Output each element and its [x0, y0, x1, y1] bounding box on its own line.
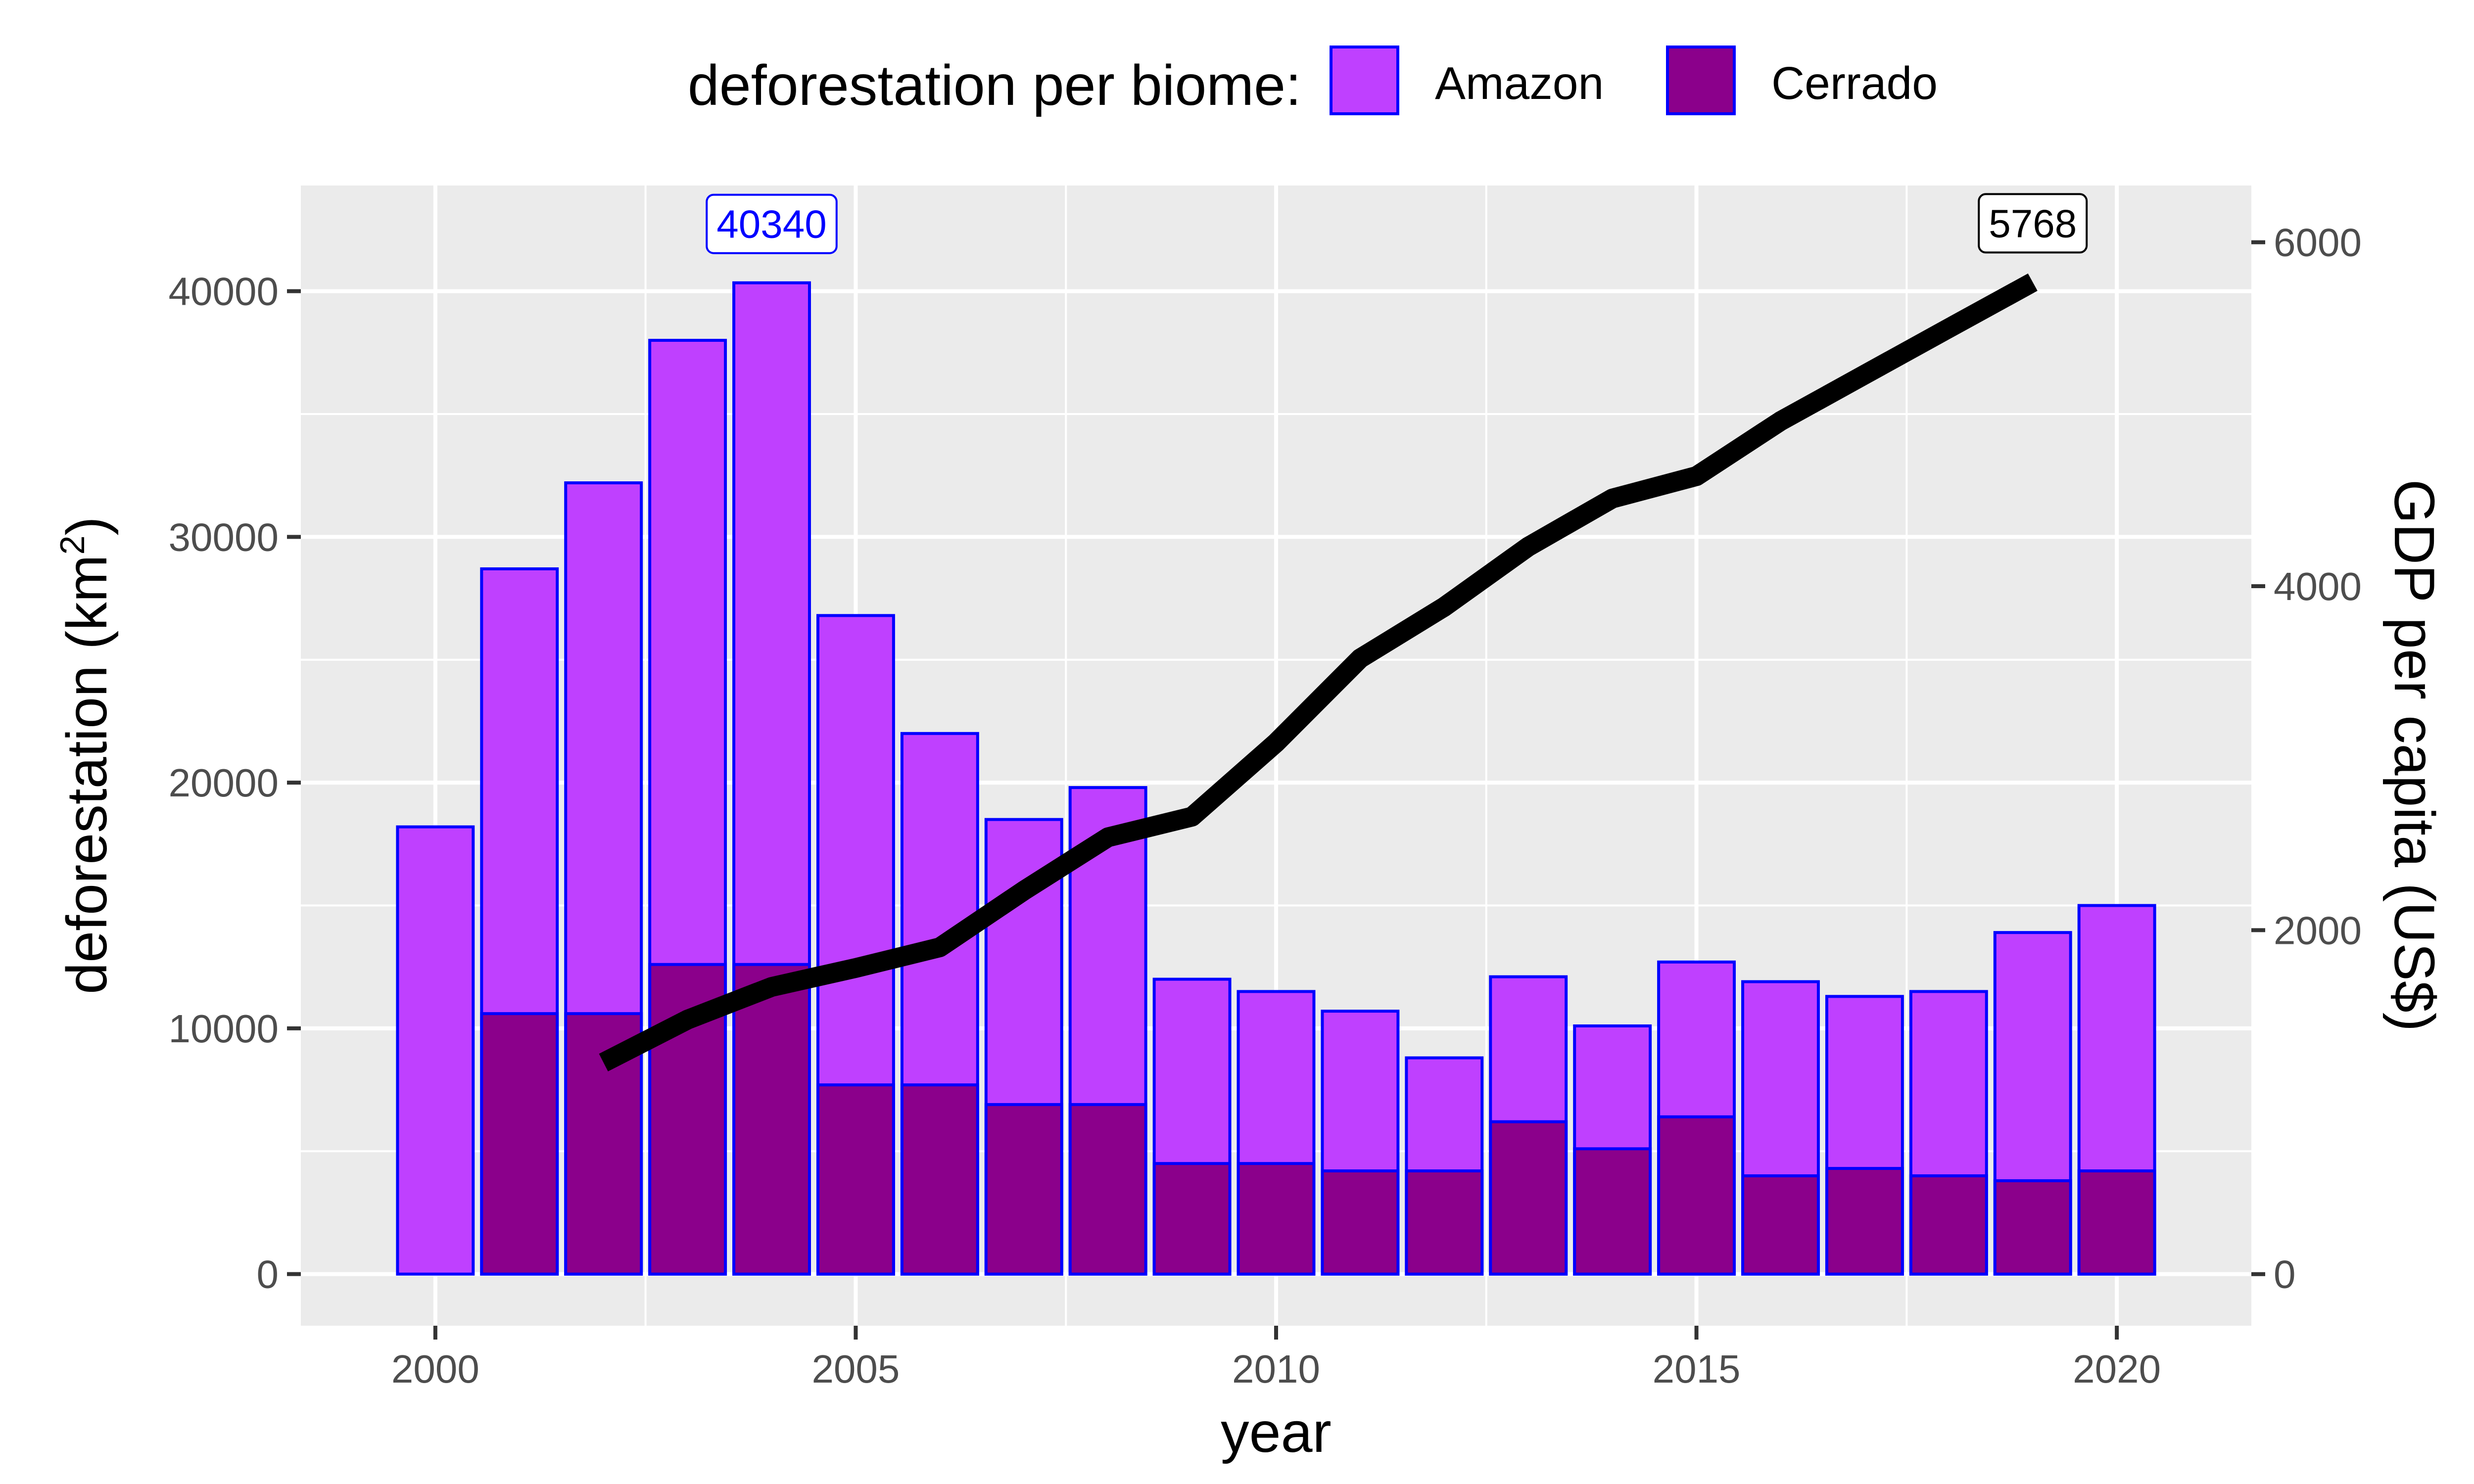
cerrado-bar	[2077, 1169, 2156, 1276]
y-tick-label: 30000	[169, 515, 279, 559]
y2-tick-label: 4000	[2274, 564, 2362, 608]
legend: deforestation per biome: Amazon Cerrado	[688, 46, 1938, 117]
legend-label-cerrado: Cerrado	[1771, 57, 1938, 109]
legend-key-amazon	[1330, 46, 1399, 115]
legend-key-cerrado	[1666, 46, 1736, 115]
cerrado-bar	[1321, 1169, 1400, 1276]
amazon-bar	[396, 825, 475, 1276]
cerrado-bar	[1489, 1120, 1568, 1276]
legend-label-amazon: Amazon	[1435, 57, 1604, 109]
annotation-box	[1978, 193, 2088, 254]
y-tick-label: 10000	[169, 1007, 279, 1051]
annotation-label: 40340	[716, 202, 826, 246]
cerrado-bar	[1909, 1174, 1988, 1276]
cerrado-bar	[1152, 1162, 1232, 1276]
cerrado-bar	[480, 1012, 559, 1276]
annotation-label: 5768	[1989, 201, 2077, 245]
x-tick-label: 2000	[391, 1347, 479, 1391]
cerrado-bar	[1068, 1103, 1147, 1276]
annotations: 40340 5768	[706, 193, 2088, 254]
cerrado-bar	[984, 1103, 1063, 1276]
y-axis-title-superscript: 2	[53, 535, 92, 555]
cerrado-bar	[816, 1083, 895, 1276]
cerrado-bar	[1573, 1147, 1652, 1276]
cerrado-bar	[1405, 1169, 1484, 1276]
y-axis-title-close: )	[55, 516, 119, 535]
x-tick-label: 2020	[2073, 1347, 2161, 1391]
y2-tick-label: 6000	[2274, 221, 2362, 265]
y-axis-title: deforestation (km2)	[53, 516, 119, 994]
y-tick-label: 20000	[169, 761, 279, 805]
x-tick-label: 2015	[1653, 1347, 1741, 1391]
cerrado-bar	[1993, 1179, 2072, 1276]
y-tick-label: 0	[257, 1252, 279, 1297]
y2-tick-label: 0	[2274, 1252, 2296, 1297]
cerrado-bar	[1825, 1167, 1904, 1276]
cerrado-bar	[900, 1083, 979, 1276]
y-axis-title-main: deforestation (km	[55, 555, 119, 994]
cerrado-bar	[1741, 1174, 1820, 1276]
y2-axis-title: GDP per capita (US$)	[2382, 479, 2446, 1031]
gdp-line	[599, 273, 2038, 1071]
y2-tick-label: 2000	[2274, 908, 2362, 952]
cerrado-bar	[732, 963, 811, 1276]
x-tick-label: 2010	[1232, 1347, 1320, 1391]
cerrado-bar	[1237, 1162, 1316, 1276]
annotation-box	[706, 193, 838, 254]
x-tick-label: 2005	[811, 1347, 900, 1391]
x-axis-title: year	[1221, 1401, 1332, 1464]
cerrado-bars	[480, 963, 2156, 1276]
axes: 2000 2005 2010 2015 202001000020000300004000…	[169, 221, 2362, 1391]
y-tick-label: 40000	[169, 270, 279, 314]
legend-title: deforestation per biome:	[688, 54, 1301, 117]
cerrado-bar	[1657, 1115, 1736, 1276]
